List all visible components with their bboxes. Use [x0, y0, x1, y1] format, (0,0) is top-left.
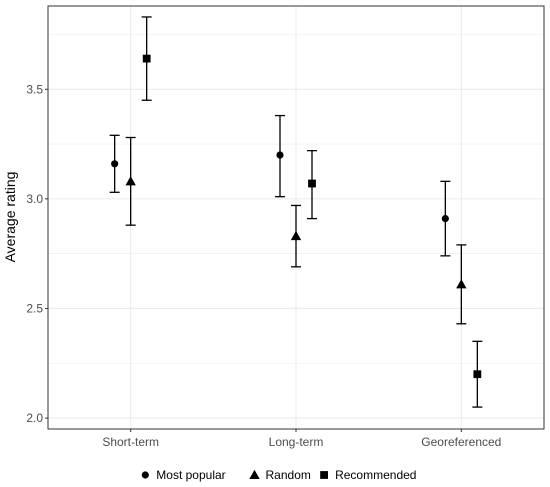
- y-axis-title: Average rating: [2, 172, 18, 263]
- legend-item: Recommended: [320, 468, 416, 482]
- data-point-circle: [111, 160, 119, 168]
- x-tick-label: Georeferenced: [421, 435, 501, 449]
- data-point-triangle: [456, 279, 467, 289]
- x-tick-label: Long-term: [269, 435, 324, 449]
- y-tick-label: 3.5: [26, 82, 43, 96]
- legend-label: Most popular: [156, 468, 225, 482]
- legend-label: Random: [266, 468, 311, 482]
- legend: Most popular Random Recommended: [141, 468, 416, 482]
- legend-item: Most popular: [141, 468, 226, 482]
- data-point-square: [142, 54, 151, 63]
- data-point-triangle: [290, 230, 302, 241]
- legend-key-triangle: [249, 469, 260, 480]
- data-markers: [111, 54, 482, 379]
- data-point-circle: [276, 151, 284, 159]
- y-tick-label: 2.5: [26, 301, 43, 315]
- y-tick-label: 2.0: [26, 411, 43, 425]
- data-point-square: [308, 179, 316, 188]
- data-point-square: [473, 370, 482, 379]
- legend-key-square: [320, 471, 328, 479]
- legend-label: Recommended: [335, 468, 416, 482]
- plot-panel-border: [47, 5, 545, 430]
- legend-item: Random: [249, 468, 311, 482]
- legend-key-circle: [141, 471, 149, 479]
- data-point-circle: [441, 214, 449, 223]
- x-axis-ticks: Short-term Long-term Georeferenced: [102, 429, 501, 449]
- x-tick-label: Short-term: [102, 435, 159, 449]
- y-tick-label: 3.0: [26, 192, 43, 206]
- data-point-triangle: [125, 176, 136, 186]
- y-axis-ticks: 2.0 2.5 3.0 3.5: [26, 82, 48, 425]
